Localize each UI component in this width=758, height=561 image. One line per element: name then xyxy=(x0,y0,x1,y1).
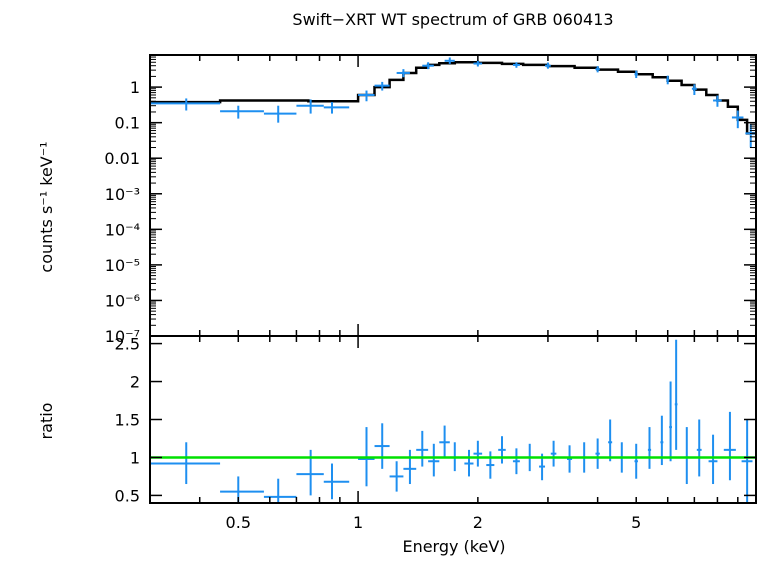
y-tick-label: 0.5 xyxy=(115,486,140,505)
x-tick-label: 0.5 xyxy=(226,513,251,532)
y-tick-label: 10⁻⁷ xyxy=(105,327,140,346)
spectrum-panel: 1 0.1 0.01 10⁻³ 10⁻⁴ 10⁻⁵ 10⁻⁶ 10⁻⁷ xyxy=(104,54,757,346)
y-tick-label: 1 xyxy=(130,78,140,97)
y-tick-label: 10⁻⁴ xyxy=(105,220,140,239)
chart-title: Swift−XRT WT spectrum of GRB 060413 xyxy=(292,10,613,29)
y-tick-label: 1 xyxy=(130,448,140,467)
x-axis-label: Energy (keV) xyxy=(402,537,505,556)
y-tick-label: 2 xyxy=(130,373,140,392)
y-tick-label: 10⁻³ xyxy=(105,185,140,204)
model-step-line xyxy=(150,61,756,135)
y-tick-label: 10⁻⁵ xyxy=(105,256,140,275)
y-tick-label: 1.5 xyxy=(115,411,140,430)
y-tick-label: 0.01 xyxy=(104,149,140,168)
top-y-axis-label: counts s⁻¹ keV⁻¹ xyxy=(37,141,56,272)
ratio-panel: 0.5 1 2 5 0.5 1 1.5 2 2.5 xyxy=(115,335,757,532)
x-tick-label: 2 xyxy=(473,513,483,532)
y-tick-label: 10⁻⁶ xyxy=(105,291,140,310)
y-tick-label: 0.1 xyxy=(115,114,140,133)
x-tick-label: 1 xyxy=(353,513,363,532)
ratio-frame xyxy=(149,335,757,504)
bottom-y-axis-label: ratio xyxy=(37,403,56,440)
y-tick-label: 2.5 xyxy=(115,335,140,354)
spectrum-frame xyxy=(149,54,757,337)
x-tick-label: 5 xyxy=(631,513,641,532)
